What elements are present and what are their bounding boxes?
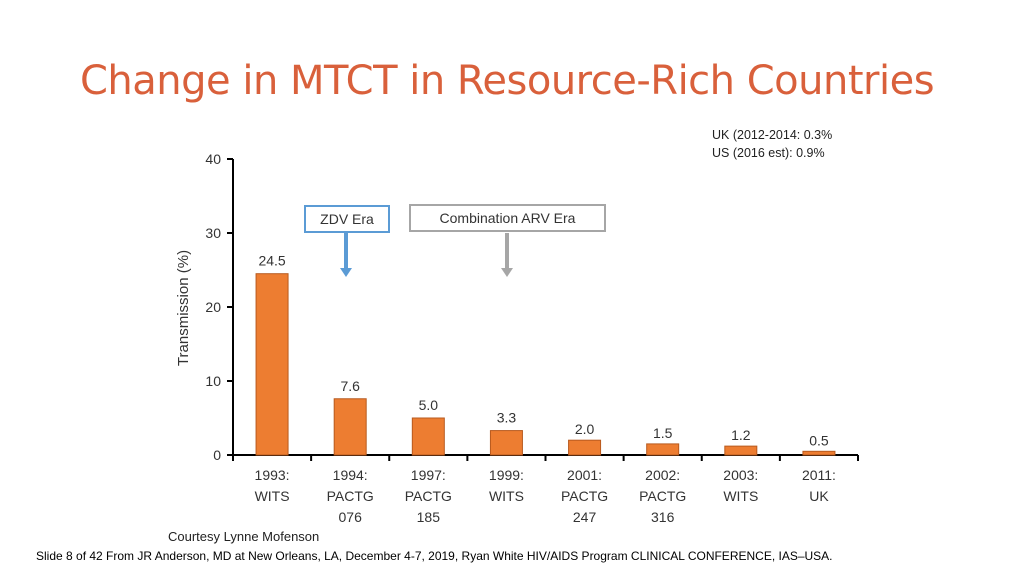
bar-value-label: 2.0 xyxy=(575,421,595,437)
x-category-label: WITS xyxy=(489,488,524,504)
bar-value-label: 5.0 xyxy=(419,397,439,413)
y-tick-label: 40 xyxy=(205,151,221,167)
uk-rate-note: UK (2012-2014: 0.3% xyxy=(712,128,833,142)
bar-value-label: 0.5 xyxy=(809,432,829,448)
slide-footer: Slide 8 of 42 From JR Anderson, MD at Ne… xyxy=(36,549,833,563)
bar-value-label: 24.5 xyxy=(258,253,285,269)
x-category-label: 1999: xyxy=(489,467,524,483)
x-category-label: 2002: xyxy=(645,467,680,483)
x-category-label: WITS xyxy=(723,488,758,504)
y-tick-label: 10 xyxy=(205,373,221,389)
y-tick-label: 30 xyxy=(205,225,221,241)
y-tick-label: 20 xyxy=(205,299,221,315)
x-category-label: 316 xyxy=(651,509,675,525)
x-category-label: PACTG xyxy=(561,488,608,504)
bar-value-label: 3.3 xyxy=(497,410,517,426)
x-category-label: PACTG xyxy=(405,488,452,504)
x-category-label: 1993: xyxy=(255,467,290,483)
slide-title: Change in MTCT in Resource-Rich Countrie… xyxy=(80,58,935,104)
us-rate-note: US (2016 est): 0.9% xyxy=(712,146,825,160)
x-category-label: 2003: xyxy=(723,467,758,483)
x-category-label: 1997: xyxy=(411,467,446,483)
x-category-label: 2001: xyxy=(567,467,602,483)
bar-value-label: 1.2 xyxy=(731,427,751,443)
y-tick-label: 0 xyxy=(213,447,221,463)
bar xyxy=(333,398,367,456)
bar-value-label: 1.5 xyxy=(653,425,673,441)
bar xyxy=(646,443,680,456)
bar xyxy=(255,273,289,456)
combination-arv-era-label: Combination ARV Era xyxy=(409,204,606,232)
bar xyxy=(568,439,602,456)
x-category-label: 1994: xyxy=(333,467,368,483)
x-category-label: 247 xyxy=(573,509,597,525)
zdv-era-label: ZDV Era xyxy=(304,205,390,233)
x-category-label: UK xyxy=(809,488,829,504)
arv-arrow-head xyxy=(501,268,513,277)
bar xyxy=(724,445,758,456)
y-axis-title: Transmission (%) xyxy=(175,250,192,366)
x-category-label: PACTG xyxy=(327,488,374,504)
x-category-label: WITS xyxy=(255,488,290,504)
courtesy-credit: Courtesy Lynne Mofenson xyxy=(168,529,320,544)
zdv-arrow-head xyxy=(340,268,352,277)
bar xyxy=(411,417,445,456)
x-category-label: 185 xyxy=(417,509,441,525)
bar xyxy=(802,450,836,456)
x-category-label: 2011: xyxy=(802,467,836,483)
x-category-label: PACTG xyxy=(639,488,686,504)
x-category-label: 076 xyxy=(339,509,363,525)
bar xyxy=(489,430,523,456)
bar-value-label: 7.6 xyxy=(340,378,360,394)
